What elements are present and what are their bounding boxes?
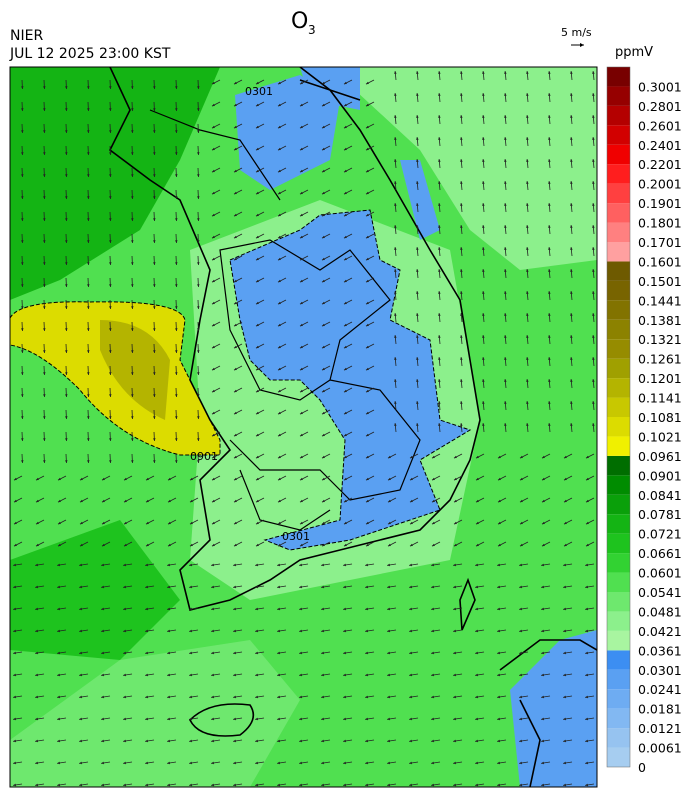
colorbar-label: 0.0361 [638, 643, 682, 658]
title-subscript: 3 [308, 23, 316, 37]
colorbar-box [607, 728, 630, 747]
colorbar-box [607, 145, 630, 164]
colorbar-label: 0.0061 [638, 741, 682, 756]
colorbar-box [607, 495, 630, 514]
colorbar-box [607, 242, 630, 261]
colorbar-box [607, 339, 630, 358]
colorbar-label: 0.2001 [638, 177, 682, 192]
colorbar-box [607, 320, 630, 339]
colorbar-box [607, 670, 630, 689]
colorbar-box [607, 359, 630, 378]
colorbar-box [607, 398, 630, 417]
colorbar-box [607, 592, 630, 611]
colorbar-box [607, 164, 630, 183]
datetime: JUL 12 2025 23:00 KST [9, 46, 171, 62]
colorbar-box [607, 475, 630, 494]
colorbar-box [607, 86, 630, 105]
colorbar-label: 0.1601 [638, 254, 682, 269]
colorbar-box [607, 203, 630, 222]
colorbar-label: 0.0601 [638, 566, 682, 581]
colorbar-box [607, 631, 630, 650]
colorbar-label: 0.0901 [638, 468, 682, 483]
colorbar-label: 0.1701 [638, 235, 682, 250]
colorbar-box [607, 514, 630, 533]
colorbar-label: 0.1021 [638, 429, 682, 444]
colorbar-label: 0.1081 [638, 410, 682, 425]
contour-label: 0301 [245, 85, 273, 98]
colorbar-label: 0.0301 [638, 663, 682, 678]
colorbar-label: 0.0541 [638, 585, 682, 600]
colorbar: 0 0.0061 0.0121 0.0181 0.0241 0.0301 0.0361 0.0… [607, 67, 682, 775]
colorbar-label: 0.0121 [638, 721, 682, 736]
colorbar-box [607, 689, 630, 708]
title: O [291, 9, 308, 34]
colorbar-box [607, 709, 630, 728]
colorbar-label: 0.1901 [638, 196, 682, 211]
colorbar-label: 0.1801 [638, 216, 682, 231]
colorbar-box [607, 417, 630, 436]
colorbar-label: 0.1441 [638, 293, 682, 308]
colorbar-label: 0.0721 [638, 527, 682, 542]
colorbar-label: 0.2201 [638, 157, 682, 172]
colorbar-box [607, 378, 630, 397]
colorbar-label: 0.1261 [638, 352, 682, 367]
unit: ppmV [615, 45, 653, 60]
colorbar-label: 0.1201 [638, 371, 682, 386]
wind-scale-head [580, 43, 584, 47]
colorbar-label: 0.0421 [638, 624, 682, 639]
colorbar-label: 0.3001 [638, 79, 682, 94]
colorbar-box [607, 436, 630, 455]
colorbar-label: 0.0241 [638, 682, 682, 697]
wind-scale: 5 m/s [561, 26, 592, 39]
colorbar-label: 0.1381 [638, 313, 682, 328]
colorbar-box [607, 106, 630, 125]
colorbar-box [607, 611, 630, 630]
colorbar-box [607, 748, 630, 767]
colorbar-label: 0 [638, 760, 646, 775]
colorbar-box [607, 534, 630, 553]
source: NIER [10, 28, 43, 44]
colorbar-label: 0.0961 [638, 449, 682, 464]
colorbar-box [607, 553, 630, 572]
colorbar-label: 0.0781 [638, 507, 682, 522]
colorbar-box [607, 261, 630, 280]
colorbar-box [607, 125, 630, 144]
colorbar-label: 0.2401 [638, 138, 682, 153]
colorbar-label: 0.0481 [638, 604, 682, 619]
colorbar-label: 0.1321 [638, 332, 682, 347]
colorbar-box [607, 650, 630, 669]
colorbar-label: 0.0181 [638, 702, 682, 717]
colorbar-label: 0.2801 [638, 99, 682, 114]
colorbar-box [607, 300, 630, 319]
colorbar-box [607, 281, 630, 300]
colorbar-label: 0.0661 [638, 546, 682, 561]
map: 0301 0301 0901 [10, 67, 597, 787]
colorbar-box [607, 67, 630, 86]
colorbar-label: 0.1501 [638, 274, 682, 289]
colorbar-label: 0.0841 [638, 488, 682, 503]
colorbar-box [607, 456, 630, 475]
colorbar-label: 0.1141 [638, 391, 682, 406]
colorbar-box [607, 223, 630, 242]
colorbar-box [607, 184, 630, 203]
colorbar-box [607, 573, 630, 592]
contour-label: 0301 [282, 530, 310, 543]
colorbar-label: 0.2601 [638, 118, 682, 133]
